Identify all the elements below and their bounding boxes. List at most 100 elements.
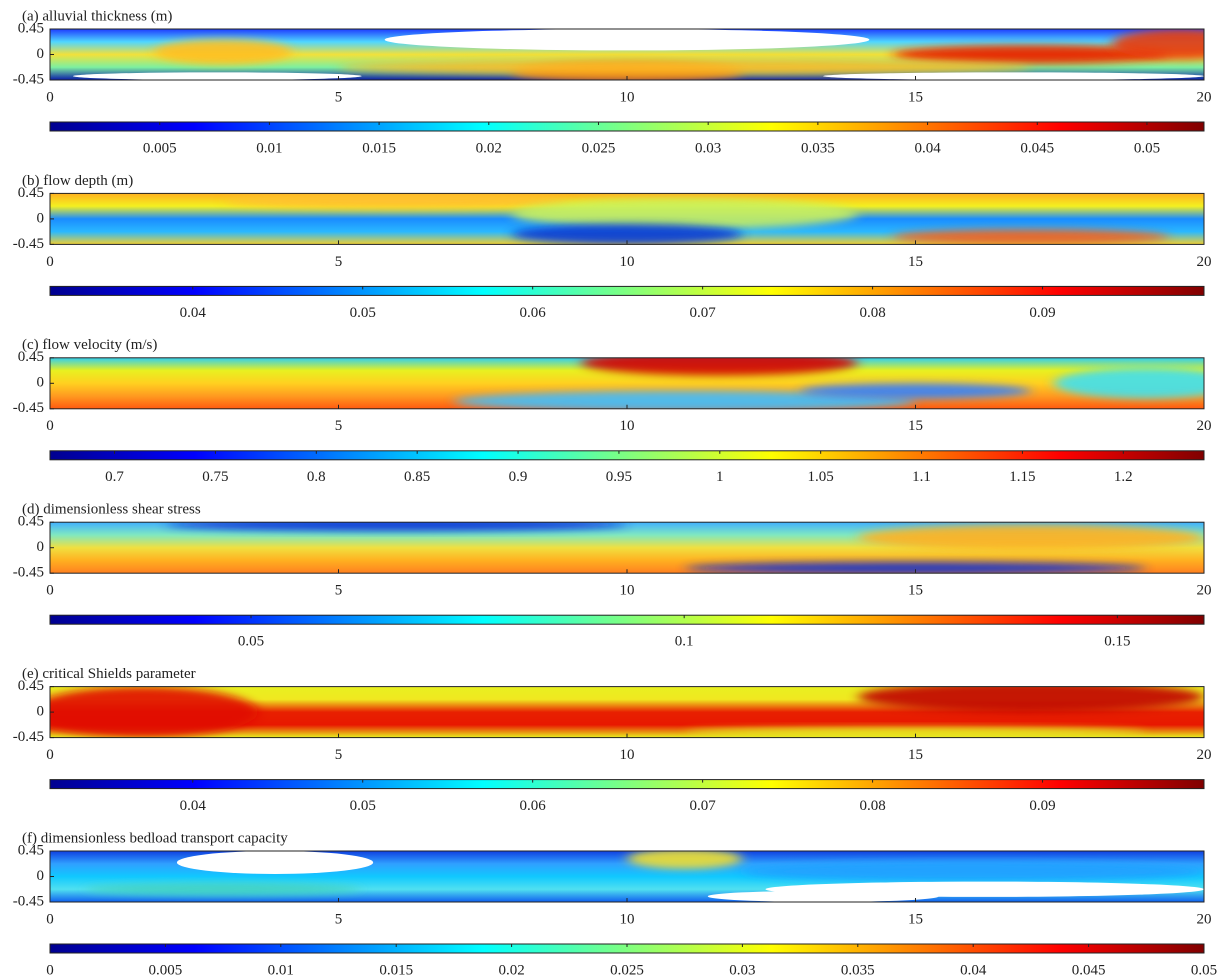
colorbar-tick-label: 0.05 <box>350 798 376 814</box>
colorbar <box>49 614 1205 625</box>
field-blob <box>453 390 916 409</box>
colorbar-tick-label: 0.035 <box>841 962 875 978</box>
field-blob <box>84 883 362 896</box>
panel-title: (b) flow depth (m) <box>22 173 133 189</box>
y-tick-label: 0.45 <box>18 842 44 858</box>
y-tick-label: -0.45 <box>13 236 44 252</box>
panel-title: (f) dimensionless bedload transport capa… <box>22 830 288 846</box>
colorbar <box>49 285 1205 296</box>
field-blob <box>892 229 1170 245</box>
x-tick-label: 0 <box>46 254 54 270</box>
y-tick-label: 0 <box>37 868 45 884</box>
y-tick-label: -0.45 <box>13 400 44 416</box>
colorbar-tick-label: 0 <box>46 962 54 978</box>
x-tick-label: 20 <box>1197 747 1212 763</box>
field-blob <box>165 522 627 531</box>
y-tick-label: 0 <box>37 210 45 226</box>
colorbar-tick-label: 0.05 <box>350 305 376 321</box>
y-tick-label: 0.45 <box>18 678 44 694</box>
colorbar-tick-label: 0.09 <box>1029 798 1055 814</box>
no-data <box>176 851 374 874</box>
colorbar-tick-label: 0.06 <box>520 305 547 321</box>
colorbar-tick-label: 0.02 <box>476 140 502 156</box>
field-blob <box>580 357 858 376</box>
colorbar <box>49 779 1205 790</box>
colorbar-tick-label: 0.75 <box>202 469 228 485</box>
field-blob <box>742 861 1204 882</box>
colorbar-tick-label: 0.01 <box>268 962 294 978</box>
x-tick-label: 15 <box>908 89 923 105</box>
x-tick-label: 10 <box>620 747 635 763</box>
x-tick-label: 10 <box>620 418 635 434</box>
field-blob <box>153 39 293 65</box>
field-blob <box>684 727 1147 738</box>
panel: (c) flow velocity (m/s)0 5 10 15 200.450-0.4… <box>13 337 1212 485</box>
field-blob <box>50 686 258 738</box>
field-blob <box>857 524 1204 551</box>
x-tick-label: 10 <box>620 911 635 927</box>
field-blob <box>892 45 1170 64</box>
colorbar-tick-label: 0.005 <box>149 962 183 978</box>
panel: (a) alluvial thickness (m)0 5 10 15 200.450-… <box>13 8 1212 156</box>
colorbar-tick-label: 0.05 <box>238 634 264 650</box>
panel-title: (e) critical Shields parameter <box>22 666 196 682</box>
field <box>50 29 1204 80</box>
y-tick-label: 0.45 <box>18 185 44 201</box>
y-tick-label: 0.45 <box>18 20 44 36</box>
no-data <box>707 890 939 902</box>
x-tick-label: 15 <box>908 747 923 763</box>
colorbar <box>49 450 1205 461</box>
colorbar-tick-label: 0.08 <box>859 798 885 814</box>
x-tick-label: 20 <box>1197 911 1212 927</box>
x-tick-label: 15 <box>908 254 923 270</box>
colorbar-tick-label: 0.04 <box>180 305 207 321</box>
colorbar-tick-label: 0.04 <box>960 962 987 978</box>
colorbar-tick-label: 1 <box>716 469 724 485</box>
colorbar-tick-label: 0.07 <box>690 305 717 321</box>
colorbar-tick-label: 0.025 <box>610 962 644 978</box>
field-blob <box>800 383 1031 399</box>
y-tick-label: 0.45 <box>18 514 44 530</box>
y-tick-label: 0 <box>37 704 45 720</box>
x-tick-label: 5 <box>335 89 343 105</box>
x-tick-label: 0 <box>46 747 54 763</box>
panel-title: (d) dimensionless shear stress <box>22 502 201 518</box>
no-data <box>823 72 1204 80</box>
panel: (e) critical Shields parameter 0 5 10 15 20 0.… <box>13 666 1212 814</box>
y-tick-label: 0.45 <box>18 349 44 365</box>
x-tick-label: 15 <box>908 911 923 927</box>
colorbar-tick-label: 0.05 <box>1134 140 1160 156</box>
x-tick-label: 0 <box>46 89 54 105</box>
x-tick-label: 10 <box>620 583 635 599</box>
y-tick-label: -0.45 <box>13 565 44 581</box>
field-blob <box>1111 29 1204 60</box>
panel: (f) dimensionless bedload transport capa… <box>13 830 1217 978</box>
panel-title: (a) alluvial thickness (m) <box>22 8 172 24</box>
field-blob <box>627 851 743 869</box>
x-tick-label: 5 <box>335 418 343 434</box>
x-tick-label: 5 <box>335 747 343 763</box>
colorbar-tick-label: 0.04 <box>914 140 941 156</box>
field-blob <box>857 686 1204 713</box>
field <box>50 686 1204 738</box>
colorbar-tick-label: 0.035 <box>801 140 835 156</box>
x-tick-label: 15 <box>908 418 923 434</box>
colorbar-tick-label: 0.03 <box>695 140 721 156</box>
colorbar-tick-label: 0.8 <box>307 469 326 485</box>
colorbar-tick-label: 1.15 <box>1009 469 1035 485</box>
y-tick-label: -0.45 <box>13 729 44 745</box>
x-tick-label: 0 <box>46 418 54 434</box>
colorbar-tick-label: 0.015 <box>379 962 413 978</box>
x-tick-label: 0 <box>46 583 54 599</box>
colorbar-tick-label: 0.95 <box>606 469 632 485</box>
x-tick-label: 0 <box>46 911 54 927</box>
colorbar-tick-label: 0.15 <box>1104 634 1130 650</box>
y-tick-label: 0 <box>37 539 45 555</box>
x-tick-label: 15 <box>908 583 923 599</box>
y-tick-label: 0 <box>37 46 45 62</box>
colorbar-tick-label: 0.01 <box>256 140 282 156</box>
colorbar-tick-label: 0.025 <box>582 140 616 156</box>
colorbar-tick-label: 0.015 <box>362 140 396 156</box>
x-tick-label: 20 <box>1197 583 1212 599</box>
